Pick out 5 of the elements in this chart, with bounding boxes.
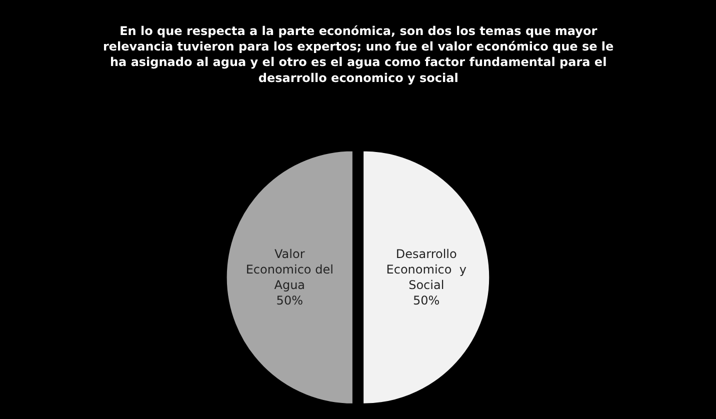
chart-title: En lo que respecta a la parte económica, son dos los temas que mayor relevancia tuvieron para los expertos; uno fue el valor económico que se le ha asignado al agua y el otro es el agua como factor fundamental para el desarrollo economico y social xyxy=(103,24,614,85)
data-label: 50% xyxy=(413,294,440,308)
data-label: 50% xyxy=(276,294,303,308)
slice-label: Desarrollo Economico y Social xyxy=(386,246,466,292)
slice-label: Valor Economico del Agua xyxy=(246,246,334,292)
